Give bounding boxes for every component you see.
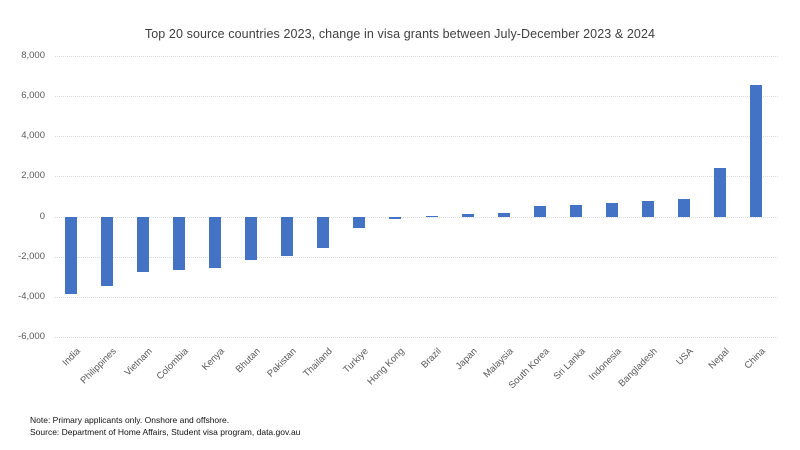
y-axis-tick-label: 2,000 xyxy=(21,170,45,182)
gridline xyxy=(55,337,778,338)
bar-turkiye xyxy=(353,216,366,228)
y-axis-tick-label: 6,000 xyxy=(21,90,45,102)
chart-source: Source: Department of Home Affairs, Stud… xyxy=(30,427,301,437)
y-axis-tick-label: -2,000 xyxy=(18,250,45,262)
bar-pakistan xyxy=(281,216,294,256)
bar-bhutan xyxy=(245,216,258,260)
gridline xyxy=(55,296,778,298)
bar-south-korea xyxy=(533,205,546,217)
bar-brazil xyxy=(425,215,438,217)
gridline xyxy=(55,96,778,98)
gridline xyxy=(55,176,778,178)
bar-colombia xyxy=(173,216,186,270)
y-axis-tick-label: 4,000 xyxy=(21,130,45,142)
bar-china xyxy=(750,85,762,217)
gridline xyxy=(55,136,778,138)
gridline xyxy=(55,56,778,57)
bar-japan xyxy=(461,213,474,217)
bar-thailand xyxy=(317,216,330,248)
gridline xyxy=(55,256,778,258)
bar-nepal xyxy=(713,168,726,217)
chart-note: Note: Primary applicants only. Onshore a… xyxy=(30,415,230,425)
y-axis-tick-label: -4,000 xyxy=(18,290,45,302)
bar-usa xyxy=(677,198,690,217)
bar-indonesia xyxy=(605,202,618,217)
bar-bangladesh xyxy=(641,200,654,217)
y-axis-tick-label: -6,000 xyxy=(18,331,45,342)
y-axis-tick-label: 8,000 xyxy=(21,50,45,61)
bar-vietnam xyxy=(137,216,150,272)
bar-malaysia xyxy=(497,212,510,217)
bar-philippines xyxy=(101,216,114,286)
bar-india xyxy=(65,216,77,294)
bar-hong-kong xyxy=(389,216,402,219)
chart-title: Top 20 source countries 2023, change in … xyxy=(144,27,656,41)
y-axis-tick-label: 0 xyxy=(39,210,45,222)
gridline xyxy=(55,216,778,218)
bar-kenya xyxy=(209,216,222,268)
bar-sri-lanka xyxy=(569,204,582,217)
